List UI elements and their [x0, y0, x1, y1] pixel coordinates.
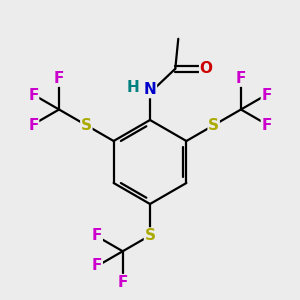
Text: F: F — [118, 275, 128, 290]
Text: F: F — [28, 88, 39, 103]
Text: N: N — [144, 82, 156, 98]
Text: O: O — [200, 61, 213, 76]
Text: F: F — [92, 258, 102, 273]
Text: F: F — [92, 228, 102, 243]
Text: H: H — [127, 80, 140, 94]
Text: F: F — [236, 71, 246, 86]
Text: S: S — [81, 118, 92, 133]
Text: F: F — [28, 118, 39, 133]
Text: F: F — [261, 118, 272, 133]
Text: S: S — [145, 228, 155, 243]
Text: F: F — [261, 88, 272, 103]
Text: S: S — [208, 118, 219, 133]
Text: F: F — [54, 71, 64, 86]
